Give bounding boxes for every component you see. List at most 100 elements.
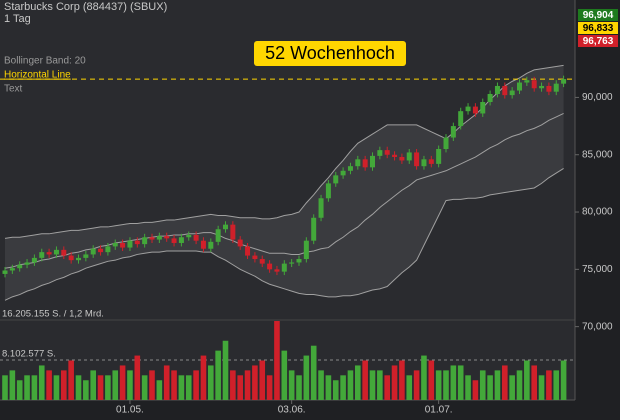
candle-body	[127, 240, 133, 248]
volume-bar	[274, 321, 280, 400]
volume-bar	[450, 365, 457, 400]
candle-body	[347, 166, 353, 171]
y-tick-label: 90,000	[582, 92, 613, 103]
plot-background	[0, 0, 575, 400]
x-tick-label: 01.05.	[116, 405, 144, 416]
legend-bollinger[interactable]: Bollinger Band: 20	[4, 56, 86, 67]
volume-bar	[310, 345, 317, 400]
candle-body	[311, 217, 317, 241]
x-tick-label: 01.07.	[425, 405, 453, 416]
candle-body	[509, 90, 515, 96]
price-tag-label: 96,763	[583, 36, 614, 47]
volume-bar	[163, 365, 170, 400]
volume-bar	[97, 375, 104, 400]
legend-horizontal-line[interactable]: Horizontal Line	[4, 70, 71, 81]
candle-body	[487, 93, 493, 103]
volume-bar	[215, 350, 221, 400]
volume-bar	[516, 370, 523, 400]
volume-bar	[2, 375, 8, 400]
candle-body	[98, 248, 104, 253]
volume-bar	[38, 365, 45, 400]
volume-bar	[75, 375, 82, 400]
candle-body	[443, 137, 449, 149]
volume-bar	[384, 375, 390, 400]
volume-bar	[546, 370, 552, 400]
candle-body	[517, 82, 522, 91]
volume-bar	[112, 370, 119, 400]
candle-body	[296, 259, 302, 263]
candle-body	[370, 155, 375, 168]
volume-bar	[377, 370, 383, 400]
volume-bar	[31, 375, 38, 400]
candle-body	[171, 238, 177, 243]
candle-body	[223, 224, 228, 230]
candle-body	[546, 85, 552, 92]
volume-bar	[531, 365, 537, 400]
volume-bar	[266, 375, 273, 400]
candle-body	[340, 170, 346, 176]
volume-bar	[149, 370, 155, 400]
candle-body	[539, 85, 545, 89]
volume-bar	[487, 375, 493, 400]
price-tag	[578, 22, 618, 34]
candle-body	[325, 183, 331, 199]
candle-body	[384, 150, 390, 155]
y-tick-label: 80,000	[582, 207, 613, 218]
volume-bar	[16, 380, 23, 400]
volume-tick-label: 16.205.155 S. / 1,2 Mrd.	[2, 309, 104, 320]
candle-body	[406, 152, 412, 161]
volume-bar	[61, 370, 67, 400]
candle-body	[561, 79, 567, 84]
volume-bar	[494, 370, 501, 400]
volume-bar	[83, 380, 89, 400]
bollinger-middle	[4, 113, 564, 269]
legend-text[interactable]: Text	[4, 84, 23, 95]
candle-body	[46, 252, 52, 255]
candle-body	[303, 240, 309, 260]
volume-bar	[303, 355, 310, 400]
candle-body	[281, 263, 287, 272]
candle-body	[237, 239, 243, 247]
candle-body	[230, 224, 236, 240]
volume-bar	[259, 360, 266, 400]
candle-body	[120, 242, 126, 248]
candle-body	[553, 83, 559, 92]
candle-body	[208, 241, 214, 249]
volume-bar	[524, 360, 530, 400]
candle-body	[215, 229, 221, 242]
candle-body	[414, 152, 420, 167]
volume-bar	[318, 370, 324, 400]
candle-body	[68, 255, 74, 261]
volume-bar	[457, 365, 464, 400]
volume-bar	[406, 375, 413, 400]
volume-bar	[288, 370, 295, 400]
volume-bar	[237, 375, 243, 400]
candle-body	[134, 240, 140, 245]
candle-body	[524, 80, 530, 83]
volume-bar	[479, 370, 486, 400]
volume-bar	[560, 360, 567, 400]
candle-body	[333, 175, 339, 184]
candle-body	[436, 148, 442, 164]
price-tag	[578, 9, 618, 21]
candle-body	[142, 237, 148, 245]
volume-bar	[538, 375, 545, 400]
chart-subtitle: 1 Tag	[4, 13, 31, 25]
annotation-box	[254, 41, 406, 66]
candle-body	[186, 234, 192, 238]
volume-bar	[208, 365, 214, 400]
candle-body	[193, 234, 199, 241]
volume-bar	[68, 360, 74, 400]
volume-bar	[53, 375, 60, 400]
volume-bar	[332, 380, 339, 400]
candle-body	[39, 252, 45, 258]
volume-bar	[9, 370, 16, 400]
candle-body	[355, 159, 361, 167]
bollinger-lower	[4, 168, 564, 301]
volume-bar	[90, 370, 96, 400]
candle-body	[61, 249, 67, 256]
volume-bar	[244, 370, 251, 400]
volume-bar	[296, 375, 302, 400]
volume-bar	[509, 375, 515, 400]
candle-body	[9, 268, 15, 271]
